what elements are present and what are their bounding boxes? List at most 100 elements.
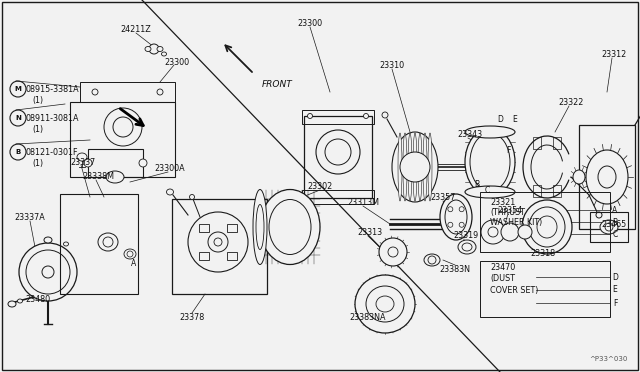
Ellipse shape [428, 256, 436, 264]
Ellipse shape [403, 133, 407, 201]
Bar [60, 194, 138, 294]
Ellipse shape [481, 220, 505, 244]
Text: COVER SET): COVER SET) [490, 286, 538, 295]
Ellipse shape [8, 301, 16, 307]
Ellipse shape [124, 249, 136, 259]
Bar [227, 224, 237, 232]
Ellipse shape [307, 113, 312, 119]
Bar [70, 102, 175, 177]
Ellipse shape [379, 238, 407, 266]
Bar [80, 82, 175, 102]
Ellipse shape [586, 150, 628, 204]
Ellipse shape [63, 242, 68, 246]
Text: FRONT: FRONT [262, 80, 292, 89]
Text: 23318: 23318 [531, 250, 556, 259]
Ellipse shape [501, 223, 519, 241]
Text: C: C [484, 186, 490, 195]
Ellipse shape [42, 266, 54, 278]
Text: B: B [15, 149, 20, 155]
Ellipse shape [418, 133, 422, 201]
Text: 23354: 23354 [497, 205, 523, 215]
Ellipse shape [366, 286, 404, 322]
Ellipse shape [157, 46, 163, 51]
Text: 23300A: 23300A [155, 164, 186, 173]
Text: 23312: 23312 [602, 49, 627, 58]
Bar [304, 116, 372, 198]
Ellipse shape [355, 275, 415, 333]
Bar [199, 224, 209, 232]
Ellipse shape [408, 133, 412, 201]
Ellipse shape [139, 159, 147, 167]
Ellipse shape [428, 133, 432, 201]
Bar [199, 252, 209, 260]
Bar [480, 261, 610, 317]
Ellipse shape [459, 207, 464, 212]
Text: A: A [131, 260, 136, 269]
Ellipse shape [189, 195, 195, 199]
Text: 08915-3381A: 08915-3381A [25, 84, 79, 93]
Bar [533, 137, 541, 149]
Ellipse shape [364, 113, 369, 119]
Text: M: M [15, 86, 21, 92]
Ellipse shape [145, 46, 151, 51]
Text: 23321: 23321 [490, 198, 515, 206]
Ellipse shape [19, 243, 77, 301]
Text: 23480: 23480 [26, 295, 51, 305]
Bar [590, 212, 628, 242]
Ellipse shape [522, 200, 572, 254]
Ellipse shape [398, 133, 402, 201]
Text: 23337: 23337 [70, 157, 95, 167]
Text: E: E [513, 115, 517, 124]
Ellipse shape [598, 166, 616, 188]
Ellipse shape [325, 139, 351, 165]
Ellipse shape [382, 112, 388, 118]
Text: B: B [474, 180, 479, 189]
Text: (1): (1) [32, 125, 43, 134]
Bar [302, 110, 374, 124]
Ellipse shape [214, 238, 222, 246]
Text: (1): (1) [32, 96, 43, 105]
Bar [480, 192, 610, 252]
Bar [88, 149, 143, 177]
Ellipse shape [260, 189, 320, 264]
Text: 23383NA: 23383NA [349, 312, 387, 321]
Ellipse shape [157, 89, 163, 95]
Ellipse shape [188, 212, 248, 272]
Ellipse shape [208, 232, 228, 252]
Text: N: N [15, 115, 21, 121]
Ellipse shape [470, 133, 510, 191]
Bar [553, 137, 561, 149]
Text: 23383N: 23383N [440, 264, 470, 273]
Text: 23302: 23302 [307, 182, 333, 190]
Ellipse shape [448, 222, 453, 227]
Ellipse shape [605, 223, 613, 231]
Text: (DUST: (DUST [490, 275, 515, 283]
Ellipse shape [423, 133, 427, 201]
Ellipse shape [537, 216, 557, 238]
Ellipse shape [459, 222, 464, 227]
Bar [302, 190, 374, 204]
Ellipse shape [596, 212, 602, 218]
Ellipse shape [149, 44, 159, 54]
Ellipse shape [440, 194, 472, 240]
Text: 23338M: 23338M [82, 171, 114, 180]
Bar [553, 185, 561, 197]
Text: 23378: 23378 [179, 312, 205, 321]
Text: F: F [506, 145, 510, 154]
Ellipse shape [106, 171, 124, 183]
Ellipse shape [253, 189, 267, 264]
Bar [579, 125, 635, 229]
Ellipse shape [17, 299, 22, 303]
Text: 23300: 23300 [298, 19, 323, 28]
Text: A: A [612, 205, 618, 215]
Ellipse shape [113, 117, 133, 137]
Text: 08911-3081A: 08911-3081A [25, 113, 79, 122]
Ellipse shape [462, 243, 472, 251]
Ellipse shape [26, 250, 70, 294]
Text: (THRUST: (THRUST [490, 208, 525, 217]
Ellipse shape [488, 227, 498, 237]
Ellipse shape [44, 237, 52, 243]
Ellipse shape [98, 233, 118, 251]
Text: 23343: 23343 [458, 129, 483, 138]
Ellipse shape [256, 205, 264, 250]
